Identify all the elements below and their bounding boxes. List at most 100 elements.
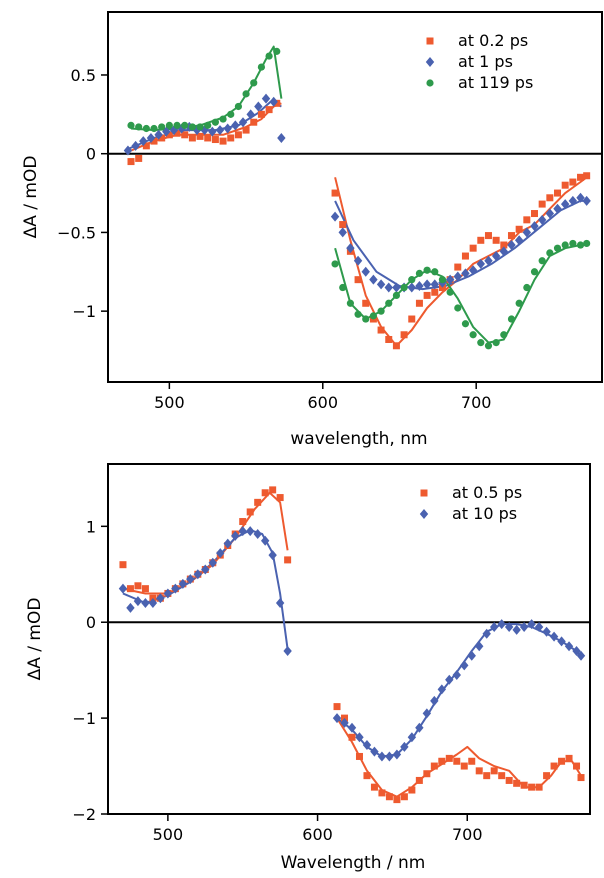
- data-point: [339, 283, 347, 292]
- legend-label: at 0.5 ps: [452, 483, 522, 502]
- data-point: [254, 101, 263, 112]
- data-point: [246, 109, 255, 120]
- data-point: [261, 93, 271, 104]
- data-point: [489, 622, 499, 633]
- data-point: [135, 154, 143, 162]
- y-tick-label: 0: [86, 613, 96, 632]
- data-point: [163, 588, 173, 599]
- data-point: [370, 783, 378, 791]
- chart-panel-2: 500 600 700 1 0 −1 −2 Wavelength / nm ΔA / mOD at…: [25, 463, 591, 873]
- data-point: [142, 142, 150, 150]
- data-point: [181, 131, 189, 139]
- data-point: [219, 115, 227, 123]
- markers-series-2: [123, 93, 591, 293]
- data-point: [123, 145, 133, 156]
- data-point: [134, 582, 142, 590]
- data-point: [347, 722, 357, 733]
- data-point: [223, 123, 232, 134]
- data-point: [331, 189, 339, 197]
- data-point: [392, 282, 401, 293]
- data-point: [512, 624, 521, 635]
- data-point: [537, 214, 547, 225]
- data-point: [257, 63, 266, 71]
- data-point: [415, 722, 424, 733]
- data-point: [276, 494, 284, 502]
- data-point: [558, 757, 566, 765]
- data-point: [437, 684, 447, 695]
- data-point: [475, 641, 484, 652]
- data-point: [475, 767, 483, 775]
- data-point: [385, 335, 393, 343]
- data-point: [445, 274, 455, 285]
- data-point: [505, 776, 513, 784]
- data-point: [376, 279, 386, 290]
- data-point: [408, 315, 416, 323]
- data-point: [530, 221, 539, 232]
- data-point: [445, 754, 453, 762]
- data-point: [201, 564, 210, 575]
- data-point: [454, 304, 462, 312]
- data-point: [568, 195, 578, 206]
- data-point: [139, 136, 148, 147]
- markers-series-1: [127, 99, 591, 350]
- data-point: [354, 276, 362, 284]
- data-point: [142, 124, 150, 133]
- data-point: [332, 713, 342, 724]
- data-point: [355, 752, 363, 760]
- data-point: [577, 774, 585, 782]
- legend-marker: [425, 57, 435, 67]
- data-point: [377, 307, 385, 315]
- data-point: [227, 134, 235, 142]
- data-point: [355, 732, 364, 743]
- data-point: [254, 498, 262, 506]
- data-point: [188, 123, 196, 131]
- data-point: [269, 96, 278, 107]
- data-point: [239, 518, 247, 526]
- data-point: [338, 227, 347, 238]
- legend: at 0.2 ps at 1 ps at 119 ps: [425, 31, 533, 92]
- data-point: [538, 257, 546, 265]
- fit-line-series-1-segment-1: [122, 491, 289, 595]
- data-point: [461, 252, 469, 260]
- data-point: [260, 535, 270, 546]
- data-point: [438, 276, 447, 284]
- data-point: [446, 288, 454, 296]
- data-point: [173, 129, 181, 137]
- fit-line-series-3-segment-2: [334, 242, 587, 344]
- data-point: [261, 489, 269, 497]
- fit-line-series-2-segment-2: [334, 199, 587, 291]
- data-point: [549, 631, 559, 642]
- x-tick-label: 700: [452, 825, 483, 844]
- data-point: [146, 132, 156, 143]
- data-point: [514, 235, 524, 246]
- legend-label: at 119 ps: [458, 73, 533, 92]
- data-point: [277, 132, 286, 143]
- data-point: [492, 236, 500, 244]
- data-point: [377, 751, 387, 762]
- data-point: [583, 172, 591, 180]
- data-point: [484, 232, 492, 240]
- data-point: [354, 310, 362, 318]
- data-point: [523, 283, 531, 292]
- legend-marker: [426, 37, 434, 45]
- data-point: [461, 320, 470, 328]
- data-point: [527, 619, 536, 630]
- data-point: [353, 255, 363, 266]
- data-point: [234, 131, 242, 139]
- data-point: [154, 129, 163, 140]
- data-point: [453, 757, 461, 765]
- data-point: [362, 315, 370, 323]
- data-point: [415, 269, 424, 277]
- data-point: [284, 556, 292, 564]
- data-point: [269, 486, 277, 494]
- data-point: [150, 137, 158, 145]
- data-point: [513, 779, 521, 787]
- data-point: [560, 199, 570, 210]
- data-point: [265, 106, 273, 114]
- data-point: [431, 268, 439, 276]
- legend-marker: [426, 79, 434, 87]
- fit-line-series-2-segment-2: [336, 623, 582, 758]
- data-point: [250, 118, 258, 126]
- data-point: [118, 583, 128, 594]
